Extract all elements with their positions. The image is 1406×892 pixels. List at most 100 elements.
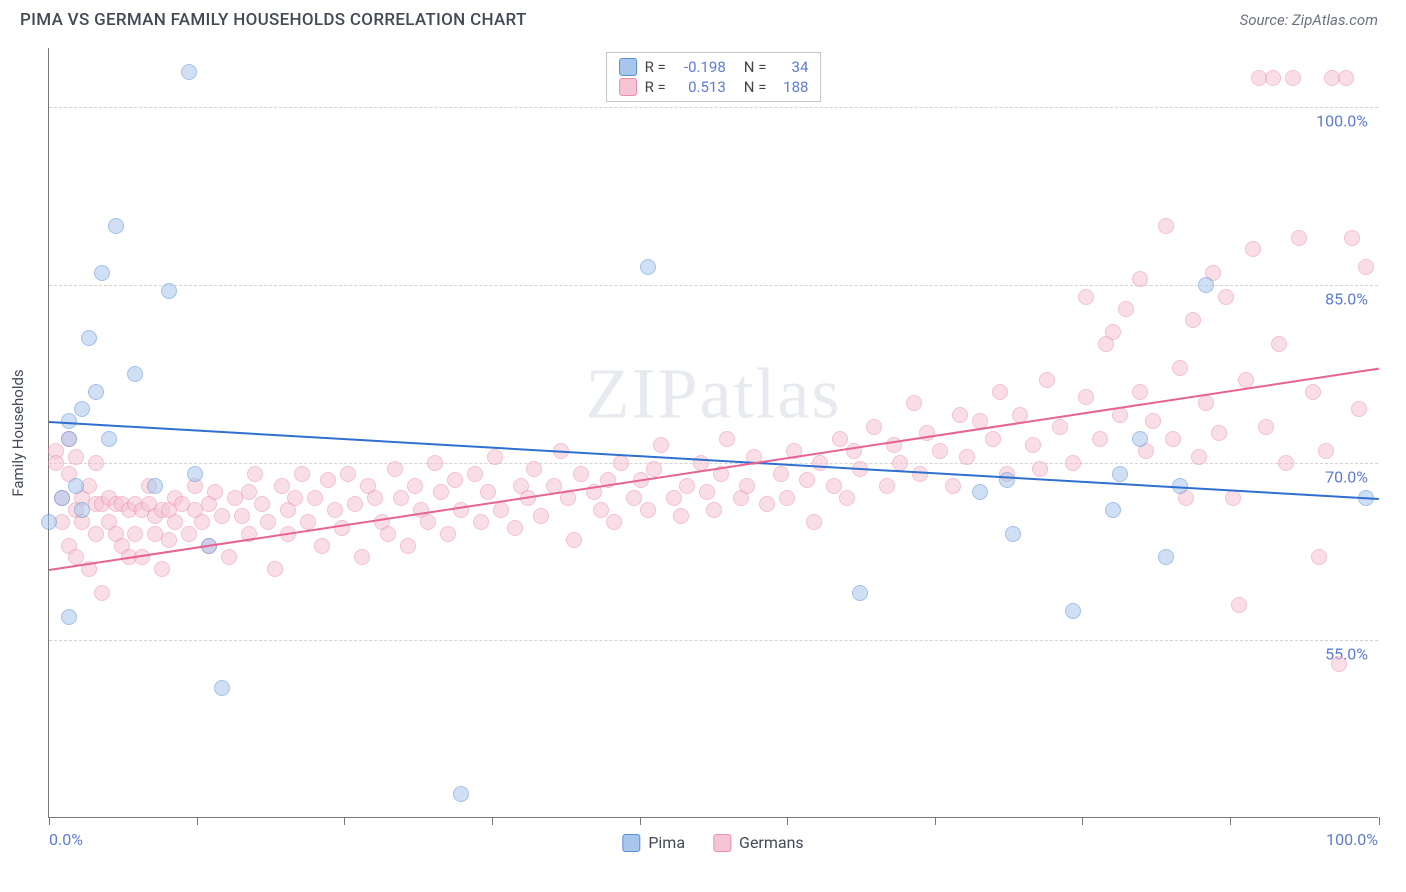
data-point (347, 496, 363, 512)
data-point (380, 526, 396, 542)
data-point (241, 484, 257, 500)
series-legend: Pima Germans (622, 833, 803, 852)
data-point (739, 478, 755, 494)
data-point (48, 455, 64, 471)
data-point (1132, 271, 1148, 287)
data-point (247, 466, 263, 482)
data-point (779, 490, 795, 506)
data-point (1165, 431, 1181, 447)
data-point (1039, 372, 1055, 388)
legend-swatch (619, 78, 637, 96)
data-point (832, 431, 848, 447)
data-point (68, 478, 84, 494)
legend-n-value: 34 (774, 58, 808, 76)
data-point (1105, 324, 1121, 340)
data-point (1291, 230, 1307, 246)
data-point (526, 461, 542, 477)
data-point (367, 490, 383, 506)
gridline-h (49, 463, 1378, 464)
data-point (480, 484, 496, 500)
data-point (507, 520, 523, 536)
data-point (61, 609, 77, 625)
legend-r-label: R = (645, 58, 666, 76)
data-point (1052, 419, 1068, 435)
data-point (1311, 549, 1327, 565)
x-tick (935, 817, 936, 825)
data-point (440, 526, 456, 542)
data-point (1305, 384, 1321, 400)
data-point (221, 549, 237, 565)
data-point (533, 508, 549, 524)
data-point (999, 472, 1015, 488)
y-tick-label: 100.0% (1316, 112, 1368, 131)
data-point (334, 520, 350, 536)
data-point (985, 431, 1001, 447)
data-point (646, 461, 662, 477)
data-point (1158, 218, 1174, 234)
data-point (906, 395, 922, 411)
data-point (340, 466, 356, 482)
data-point (566, 532, 582, 548)
data-point (1005, 526, 1021, 542)
data-point (1105, 502, 1121, 518)
data-point (1238, 372, 1254, 388)
gridline-h (49, 640, 1378, 641)
legend-swatch (713, 834, 731, 852)
data-point (706, 502, 722, 518)
data-point (161, 532, 177, 548)
data-point (839, 490, 855, 506)
data-point (181, 526, 197, 542)
data-point (314, 538, 330, 554)
data-point (626, 490, 642, 506)
data-point (207, 484, 223, 500)
data-point (127, 366, 143, 382)
data-point (1078, 289, 1094, 305)
data-point (473, 514, 489, 530)
data-point (393, 490, 409, 506)
legend-item: Germans (713, 833, 804, 852)
data-point (699, 484, 715, 500)
data-point (1231, 597, 1247, 613)
data-point (94, 265, 110, 281)
data-point (487, 449, 503, 465)
data-point (427, 455, 443, 471)
x-tick (640, 817, 641, 825)
data-point (41, 514, 57, 530)
data-point (799, 472, 815, 488)
data-point (254, 496, 270, 512)
x-tick (344, 817, 345, 825)
data-point (187, 466, 203, 482)
data-point (407, 478, 423, 494)
plot-area: ZIPatlas R =-0.198N =34R =0.513N =188 55… (48, 48, 1378, 818)
legend-item: Pima (622, 833, 685, 852)
data-point (806, 514, 822, 530)
data-point (420, 514, 436, 530)
data-point (267, 561, 283, 577)
legend-label: Pima (648, 833, 685, 852)
data-point (679, 478, 695, 494)
data-point (214, 680, 230, 696)
data-point (1132, 431, 1148, 447)
legend-label: Germans (739, 833, 804, 852)
data-point (1185, 312, 1201, 328)
data-point (61, 431, 77, 447)
data-point (693, 455, 709, 471)
data-point (1344, 230, 1360, 246)
data-point (1191, 449, 1207, 465)
data-point (593, 502, 609, 518)
data-point (1025, 437, 1041, 453)
chart-title: PIMA VS GERMAN FAMILY HOUSEHOLDS CORRELA… (20, 10, 527, 30)
data-point (287, 490, 303, 506)
data-point (640, 502, 656, 518)
data-point (1132, 384, 1148, 400)
data-point (101, 431, 117, 447)
data-point (147, 478, 163, 494)
data-point (719, 431, 735, 447)
data-point (453, 502, 469, 518)
data-point (214, 508, 230, 524)
data-point (1065, 455, 1081, 471)
data-point (167, 514, 183, 530)
data-point (1318, 443, 1334, 459)
data-point (467, 466, 483, 482)
data-point (1331, 656, 1347, 672)
